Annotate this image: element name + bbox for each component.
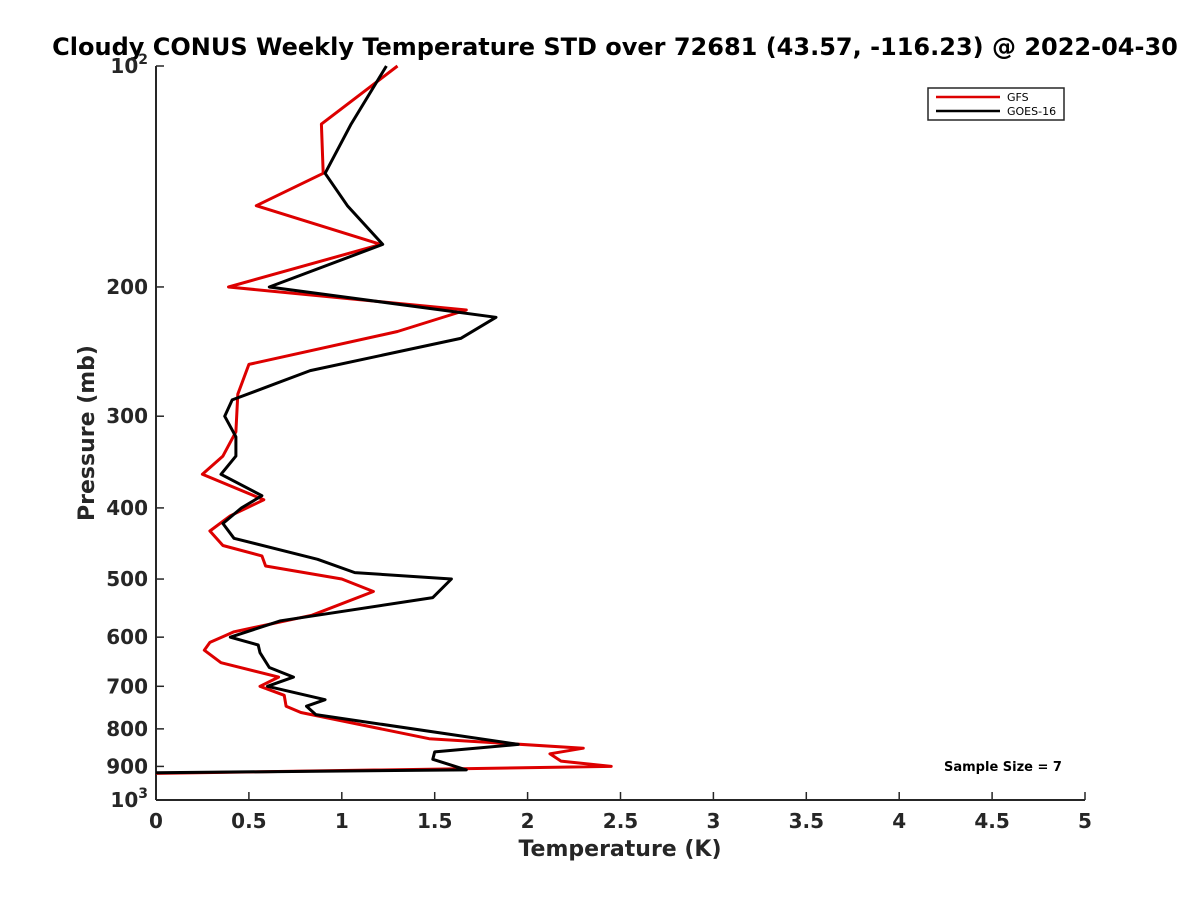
y-tick-label: 102 bbox=[110, 52, 148, 78]
y-tick-label: 800 bbox=[106, 717, 148, 741]
series-line-goes16 bbox=[155, 65, 520, 775]
x-tick-label: 0 bbox=[149, 809, 163, 833]
x-axis-ticks: 0 0.5 1 1.5 2 2.5 3 3.5 4 4.5 5 bbox=[149, 792, 1092, 833]
chart-title: Cloudy CONUS Weekly Temperature STD over… bbox=[52, 33, 1178, 61]
plot-area: 0 0.5 1 1.5 2 2.5 3 3.5 4 4.5 5 102 200 300 400 500 600… bbox=[106, 52, 1092, 833]
x-tick-label: 5 bbox=[1078, 809, 1092, 833]
x-tick-label: 4 bbox=[892, 809, 906, 833]
x-tick-label: 3 bbox=[706, 809, 720, 833]
y-tick-label: 700 bbox=[106, 674, 148, 698]
sample-size-annotation: Sample Size = 7 bbox=[944, 760, 1062, 775]
series-line-gfs bbox=[155, 64, 613, 775]
y-tick-label: 500 bbox=[106, 567, 148, 591]
x-tick-label: 0.5 bbox=[231, 809, 266, 833]
x-tick-label: 1.5 bbox=[417, 809, 452, 833]
y-tick-label: 300 bbox=[106, 404, 148, 428]
x-tick-label: 3.5 bbox=[789, 809, 824, 833]
x-tick-label: 4.5 bbox=[974, 809, 1009, 833]
series-lines bbox=[155, 64, 613, 775]
x-axis-label: Temperature (K) bbox=[518, 837, 721, 862]
y-axis-label: Pressure (mb) bbox=[75, 345, 100, 521]
y-tick-label: 900 bbox=[106, 754, 148, 778]
y-tick-label: 600 bbox=[106, 625, 148, 649]
legend-label-gfs: GFS bbox=[1007, 91, 1029, 104]
legend-label-goes16: GOES-16 bbox=[1007, 105, 1056, 118]
y-tick-label: 103 bbox=[110, 786, 148, 812]
x-tick-label: 2.5 bbox=[603, 809, 638, 833]
y-tick-label: 400 bbox=[106, 496, 148, 520]
x-tick-label: 1 bbox=[335, 809, 349, 833]
y-tick-label: 200 bbox=[106, 275, 148, 299]
y-axis-ticks: 102 200 300 400 500 600 700 800 900 103 bbox=[106, 52, 164, 812]
legend-box bbox=[927, 87, 1065, 121]
x-tick-label: 2 bbox=[521, 809, 535, 833]
legend: GFS GOES-16 bbox=[927, 87, 1065, 121]
